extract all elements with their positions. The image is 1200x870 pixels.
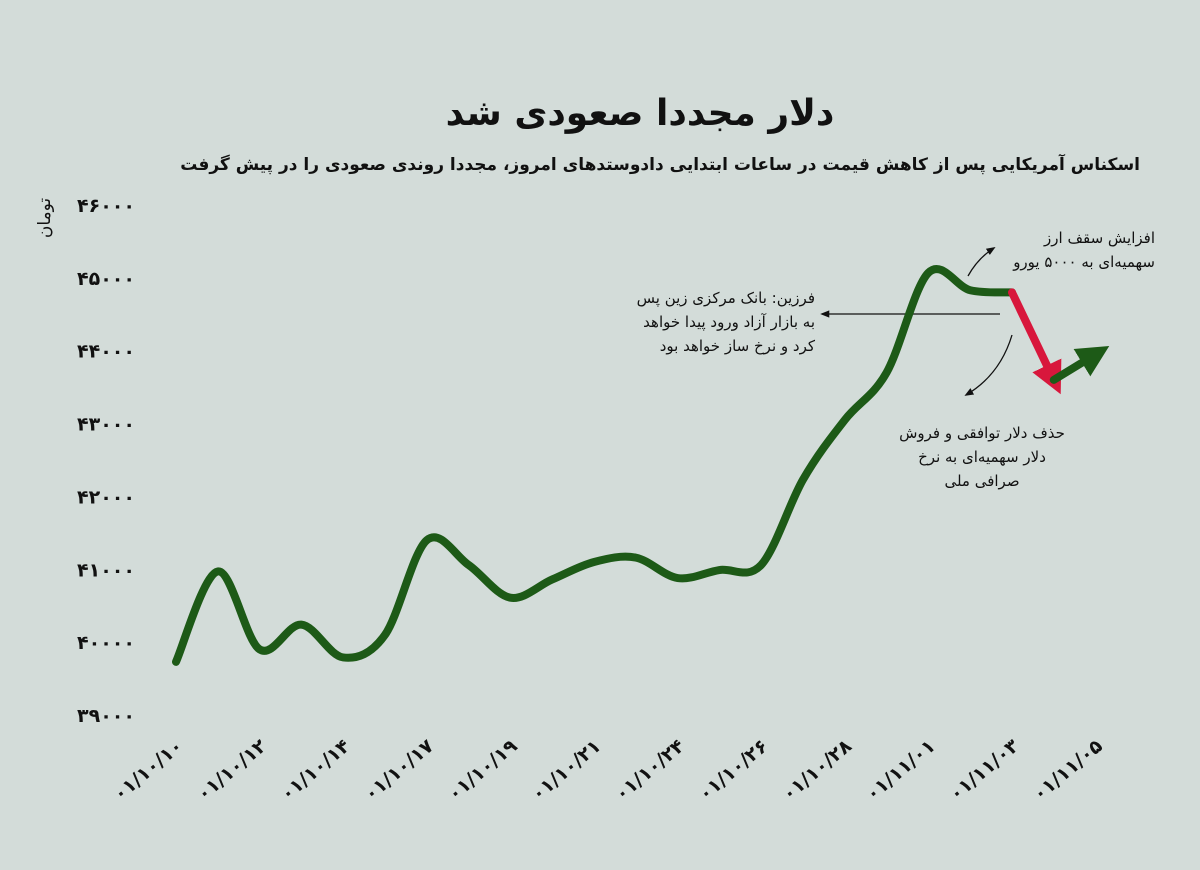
y-tick-label: ۴۳۰۰۰ <box>77 414 135 436</box>
annotation: دلار سهمیه‌ای به نرخ <box>918 448 1046 466</box>
annotation-arrow <box>964 334 1013 396</box>
annotation: افزایش سقف ارز <box>1043 229 1155 247</box>
x-tick-label: ۰۱/۱۰/۱۷ <box>360 735 438 806</box>
x-tick-label: ۰۱/۱۱/۰۳ <box>945 735 1023 806</box>
y-axis-label: تومان <box>35 198 55 239</box>
line-series <box>172 265 1016 666</box>
x-tick-label: ۰۱/۱۰/۲۱ <box>527 735 605 806</box>
chart-subtitle: اسکناس آمریکایی پس از کاهش قیمت در ساعات… <box>180 153 1140 175</box>
x-tick-label: ۰۱/۱۰/۱۹ <box>444 735 522 806</box>
annotation: به بازار آزاد ورود پیدا خواهد <box>643 313 815 332</box>
annotation: صرافی ملی <box>944 472 1019 490</box>
x-tick-label: ۰۱/۱۰/۱۲ <box>193 735 271 806</box>
chart-title: دلار مجددا صعودی شد <box>446 93 835 134</box>
x-tick-label: ۰۱/۱۰/۲۸ <box>778 735 856 806</box>
y-tick-label: ۴۶۰۰۰ <box>77 195 135 217</box>
y-tick-label: ۴۲۰۰۰ <box>77 486 135 508</box>
x-tick-label: ۰۱/۱۰/۲۶ <box>694 735 772 806</box>
y-tick-label: ۴۵۰۰۰ <box>77 268 135 290</box>
y-tick-label: ۳۹۰۰۰ <box>77 705 135 727</box>
annotation: کرد و نرخ ساز خواهد بود <box>660 337 816 355</box>
annotation: سهمیه‌ای به ۵۰۰۰ یورو <box>1012 253 1155 271</box>
annotation-arrow <box>967 247 996 277</box>
x-tick-label: ۰۱/۱۰/۱۰ <box>109 735 187 806</box>
x-tick-label: ۰۱/۱۰/۱۴ <box>276 735 354 806</box>
y-tick-label: ۴۴۰۰۰ <box>77 341 135 363</box>
x-tick-label: ۰۱/۱۱/۰۵ <box>1029 735 1107 806</box>
x-tick-label: ۰۱/۱۰/۲۴ <box>611 735 689 806</box>
annotation: حذف دلار توافقی و فروش <box>899 424 1065 442</box>
x-tick-label: ۰۱/۱۱/۰۱ <box>862 735 940 806</box>
line-series <box>1049 346 1110 384</box>
y-tick-label: ۴۱۰۰۰ <box>77 559 135 581</box>
y-tick-label: ۴۰۰۰۰ <box>77 632 135 654</box>
line-series <box>1008 288 1062 395</box>
annotation: فرزین: بانک مرکزی زین پس <box>637 289 815 308</box>
